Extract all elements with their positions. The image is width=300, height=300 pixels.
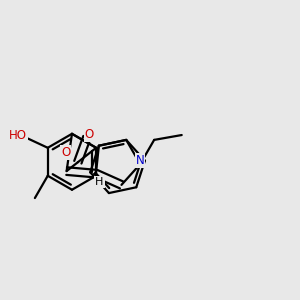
- Text: O: O: [61, 146, 70, 159]
- Text: N: N: [136, 154, 145, 167]
- Text: HO: HO: [9, 129, 27, 142]
- Text: O: O: [85, 128, 94, 141]
- Text: H: H: [95, 177, 104, 187]
